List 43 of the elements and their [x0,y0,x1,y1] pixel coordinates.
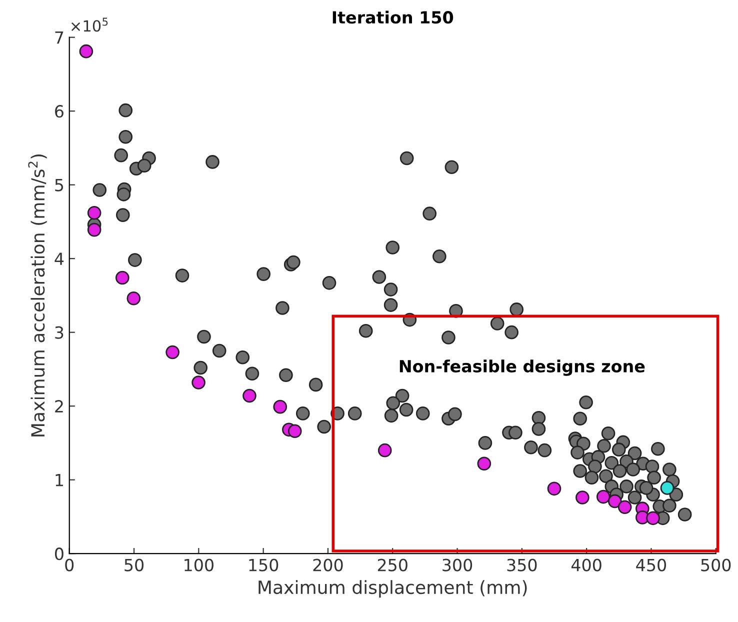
y-tick-label: 3 [55,326,64,339]
y-axis-title: Maximum acceleration (mm/s$^{2}$) [28,154,47,436]
x-axis-title: Maximum displacement (mm) [258,580,527,598]
x-tick-label: 350 [507,558,537,572]
point [192,376,206,390]
point [273,400,288,414]
x-tick-label: 250 [378,558,408,572]
point [378,443,392,458]
point [608,494,622,508]
y-tick-label: 5 [55,179,64,192]
x-tick-label: 500 [701,558,731,572]
chart-title: Iteration 150 [332,10,454,24]
point [79,44,94,58]
y-tick-label: 4 [54,252,64,265]
y-tick-label: 7 [55,32,64,44]
x-tick-label: 400 [571,558,602,572]
point [547,482,562,496]
y-tick-label: 2 [55,400,63,412]
x-tick-label: 200 [313,558,343,572]
point [87,206,102,220]
point [126,291,141,306]
text: ×10$^{5}$ [71,18,108,32]
x-tick-label: 450 [636,558,666,572]
annotation: Non-feasible designs zone [400,360,645,376]
point [646,511,660,526]
point [596,490,610,504]
y-tick-label: 0 [55,548,64,560]
point [618,500,632,514]
y-tick-label: 1 [56,474,63,486]
point [477,456,492,471]
x-tick-label: 150 [249,558,278,572]
point [87,222,102,237]
point [166,345,180,360]
x-tick-label: 100 [184,558,214,572]
x-tick-label: 0 [65,558,74,572]
x-tick-label: 300 [442,558,472,572]
x-tick-label: 50 [124,558,144,572]
point [288,424,302,438]
y-tick-label: 6 [55,105,64,118]
point [660,481,674,495]
point [115,270,130,285]
point [576,490,590,504]
point [242,388,256,403]
